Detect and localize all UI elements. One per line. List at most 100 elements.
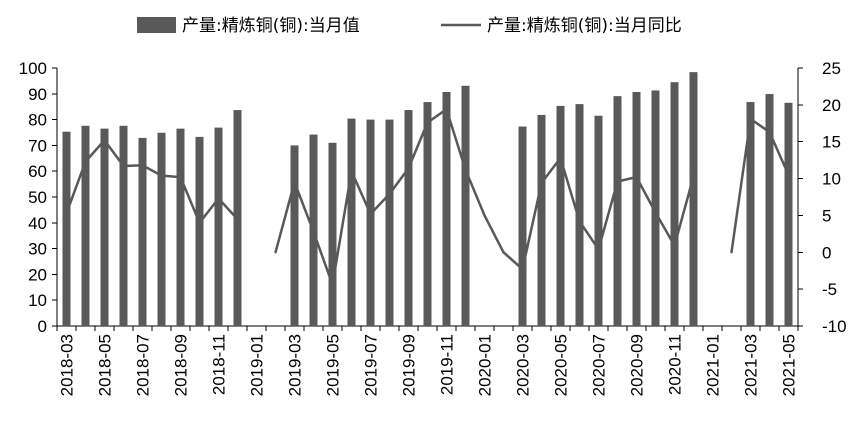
bar: [157, 132, 166, 326]
x-tick-label: 2020-03: [514, 334, 533, 396]
yoy-point: [65, 212, 68, 215]
bar: [62, 131, 71, 326]
x-tick-label: 2018-09: [172, 334, 191, 396]
bar: [765, 94, 774, 326]
yoy-point: [787, 173, 790, 177]
right-tick-label: 10: [822, 170, 841, 189]
left-tick-label: 20: [28, 265, 47, 284]
bar: [423, 102, 432, 326]
yoy-point: [502, 251, 505, 254]
bar: [176, 128, 185, 326]
yoy-point: [673, 244, 676, 247]
yoy-point: [179, 175, 182, 179]
left-tick-label: 70: [28, 136, 47, 155]
bar: [461, 85, 470, 326]
yoy-point: [464, 168, 467, 171]
right-tick-label: 0: [822, 243, 831, 262]
yoy-point: [597, 248, 600, 251]
x-tick-label: 2020-07: [590, 334, 609, 396]
yoy-point: [426, 121, 429, 124]
x-tick-label: 2019-07: [362, 334, 381, 396]
bar: [556, 105, 565, 327]
yoy-point: [312, 230, 315, 233]
yoy-point: [236, 217, 239, 221]
yoy-point: [654, 211, 657, 214]
bar: [290, 145, 299, 326]
left-tick-label: 60: [28, 162, 47, 181]
bar: [575, 104, 584, 327]
left-tick-label: 50: [28, 188, 47, 207]
yoy-point: [445, 108, 448, 111]
left-tick-label: 30: [28, 240, 47, 259]
yoy-point: [141, 164, 144, 167]
left-tick-label: 100: [19, 59, 47, 78]
bar: [100, 128, 109, 326]
x-tick-label: 2021-05: [780, 334, 799, 396]
bar-series: [62, 72, 793, 327]
yoy-point: [350, 170, 353, 173]
bar: [784, 102, 793, 326]
x-tick-label: 2021-03: [742, 334, 761, 396]
right-tick-label: 15: [822, 133, 841, 152]
bar: [537, 114, 546, 327]
x-tick-label: 2020-01: [476, 334, 495, 396]
yoy-point: [274, 251, 277, 254]
yoy-point: [369, 212, 372, 216]
yoy-point: [578, 220, 581, 223]
yoy-point: [293, 181, 296, 184]
bar: [328, 142, 337, 326]
yoy-point: [521, 268, 524, 271]
left-tick-label: 10: [28, 291, 47, 310]
yoy-point: [559, 156, 562, 160]
right-tick-label: 5: [822, 206, 831, 225]
tick-labels: 0 10 20 30 40 50 60 70 80 90 100 -10 -5 0 5 10 15 20 25 201…: [19, 59, 847, 396]
bar: [651, 90, 660, 326]
right-tick-label: -10: [822, 317, 847, 336]
bar: [632, 91, 641, 326]
bar: [404, 110, 413, 326]
yoy-point: [160, 174, 163, 177]
x-tick-label: 2018-07: [134, 334, 153, 396]
bar: [442, 91, 451, 326]
left-tick-label: 90: [28, 85, 47, 104]
bar: [81, 125, 90, 327]
yoy-point: [635, 175, 638, 179]
yoy-point: [540, 181, 543, 185]
right-tick-label: -5: [822, 280, 837, 299]
x-tick-label: 2018-05: [96, 334, 115, 396]
yoy-point: [407, 167, 410, 170]
yoy-point: [749, 117, 752, 121]
bar: [613, 96, 622, 326]
yoy-point: [616, 180, 619, 183]
bar: [347, 118, 356, 327]
yoy-point: [483, 214, 486, 217]
x-tick-label: 2020-09: [628, 334, 647, 396]
x-tick-label: 2019-11: [438, 334, 457, 395]
x-tick-label: 2020-05: [552, 334, 571, 396]
yoy-point: [692, 175, 695, 178]
yoy-point: [768, 130, 771, 134]
right-tick-label: 25: [822, 59, 841, 78]
x-tick-label: 2018-03: [58, 334, 77, 396]
bar: [138, 137, 147, 326]
legend: 产量:精炼铜(铜):当月值 产量:精炼铜(铜):当月同比: [137, 16, 682, 36]
yoy-point: [388, 192, 391, 196]
yoy-point: [122, 164, 125, 168]
yoy-point: [84, 160, 87, 163]
legend-bar-swatch: [137, 17, 176, 33]
x-tick-label: 2019-03: [286, 334, 305, 396]
left-tick-label: 0: [38, 317, 47, 336]
bar: [594, 115, 603, 326]
legend-bar-label: 产量:精炼铜(铜):当月值: [182, 16, 360, 36]
legend-line-label: 产量:精炼铜(铜):当月同比: [487, 16, 682, 36]
bar: [689, 72, 698, 327]
bar: [670, 82, 679, 326]
bar: [518, 126, 527, 326]
left-tick-label: 40: [28, 214, 47, 233]
right-tick-label: 20: [822, 96, 841, 115]
bar: [214, 127, 223, 327]
x-tick-label: 2019-09: [400, 334, 419, 396]
bar: [746, 102, 755, 326]
yoy-point: [217, 197, 220, 200]
